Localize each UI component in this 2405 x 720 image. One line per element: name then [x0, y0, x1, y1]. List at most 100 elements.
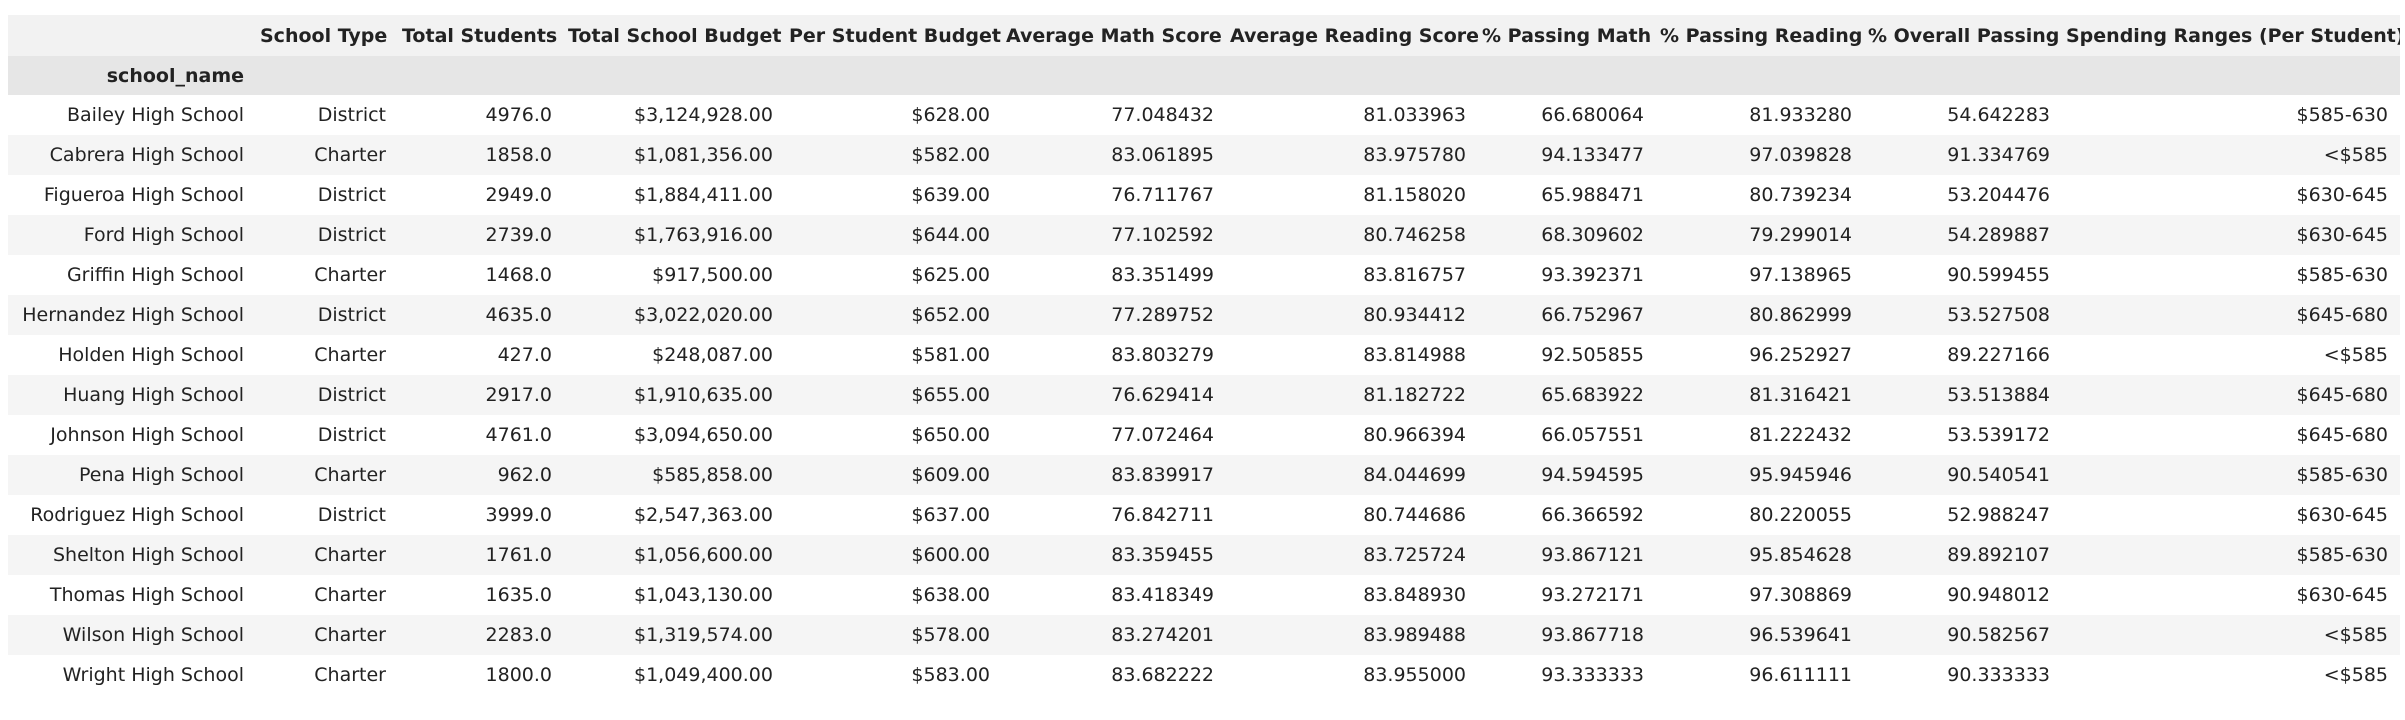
table-cell: $3,124,928.00: [633, 104, 773, 126]
table-cell: 83.359455: [1111, 544, 1214, 566]
table-cell: Charter: [314, 464, 386, 486]
table-cell: 96.252927: [1749, 344, 1852, 366]
row-label: Pena High School: [79, 464, 244, 486]
table-cell: 66.752967: [1541, 304, 1644, 326]
table-cell: 80.966394: [1363, 424, 1466, 446]
table-cell: Charter: [314, 664, 386, 686]
row-label: Huang High School: [63, 384, 244, 406]
table-cell: 3999.0: [485, 504, 552, 526]
table-cell: Charter: [314, 544, 386, 566]
column-header: Total Students: [402, 24, 558, 47]
table-cell: 52.988247: [1947, 504, 2050, 526]
empty-header: [256, 56, 398, 95]
table-cell: $645-680: [2296, 384, 2388, 406]
table-cell: 66.366592: [1541, 504, 1644, 526]
table-cell: Charter: [314, 264, 386, 286]
table-cell: 93.272171: [1541, 584, 1644, 606]
column-header: Per Student Budget: [789, 24, 1001, 47]
table-cell: <$585: [2323, 344, 2388, 366]
table-cell: 962.0: [497, 464, 552, 486]
table-cell: $3,094,650.00: [633, 424, 773, 446]
table-cell: 80.862999: [1749, 304, 1852, 326]
table-cell: $645-680: [2296, 424, 2388, 446]
table-cell: 1761.0: [485, 544, 552, 566]
table-cell: $650.00: [911, 424, 990, 446]
table-cell: $585-630: [2296, 264, 2388, 286]
table-cell: 97.138965: [1749, 264, 1852, 286]
column-header: School Type: [260, 24, 388, 47]
table-cell: 92.505855: [1541, 344, 1644, 366]
table-cell: 81.933280: [1749, 104, 1852, 126]
table-row: Holden High School Charter 427.0 $248,087.0…: [8, 335, 2400, 375]
table-cell: $639.00: [911, 184, 990, 206]
table-cell: $1,056,600.00: [633, 544, 773, 566]
table-cell: 80.746258: [1363, 224, 1466, 246]
table-cell: 90.948012: [1947, 584, 2050, 606]
table-cell: 96.539641: [1749, 624, 1852, 646]
table-cell: 94.594595: [1541, 464, 1644, 486]
table-cell: 97.039828: [1749, 144, 1852, 166]
table-cell: 80.220055: [1749, 504, 1852, 526]
table-cell: 90.582567: [1947, 624, 2050, 646]
table-cell: 427.0: [497, 344, 552, 366]
table-cell: $609.00: [911, 464, 990, 486]
table-cell: $585-630: [2296, 104, 2388, 126]
index-name: school_name: [106, 64, 244, 87]
table-cell: District: [317, 224, 386, 246]
table-row: Shelton High School Charter 1761.0 $1,056,6…: [8, 535, 2400, 575]
table-row: Wilson High School Charter 2283.0 $1,319,57…: [8, 615, 2400, 655]
table-cell: 94.133477: [1541, 144, 1644, 166]
table-cell: $1,763,916.00: [633, 224, 773, 246]
table-row: Huang High School District 2917.0 $1,910,63…: [8, 375, 2400, 415]
row-label: Bailey High School: [67, 104, 244, 126]
table-cell: 65.988471: [1541, 184, 1644, 206]
table-cell: 84.044699: [1363, 464, 1466, 486]
table-cell: 83.418349: [1111, 584, 1214, 606]
table-cell: 77.289752: [1111, 304, 1214, 326]
table-cell: $630-645: [2296, 584, 2388, 606]
row-label: Ford High School: [83, 224, 244, 246]
table-cell: 90.333333: [1947, 664, 2050, 686]
table-cell: $1,910,635.00: [633, 384, 773, 406]
table-cell: $630-645: [2296, 184, 2388, 206]
row-label: Wilson High School: [62, 624, 244, 646]
empty-header: [1226, 56, 1478, 95]
table-cell: 81.158020: [1363, 184, 1466, 206]
table-cell: $652.00: [911, 304, 990, 326]
table-cell: 53.513884: [1947, 384, 2050, 406]
table-cell: <$585: [2323, 664, 2388, 686]
column-header: Spending Ranges (Per Student): [2066, 24, 2400, 47]
table-cell: 83.989488: [1363, 624, 1466, 646]
table-cell: 83.803279: [1111, 344, 1214, 366]
table-cell: 65.683922: [1541, 384, 1644, 406]
table-cell: $628.00: [911, 104, 990, 126]
table-cell: $917,500.00: [652, 264, 773, 286]
table-cell: 53.539172: [1947, 424, 2050, 446]
table-cell: 93.867718: [1541, 624, 1644, 646]
table-cell: 81.182722: [1363, 384, 1466, 406]
row-label: Shelton High School: [52, 544, 244, 566]
row-label: Thomas High School: [49, 584, 244, 606]
table-cell: 77.072464: [1111, 424, 1214, 446]
table-cell: Charter: [314, 584, 386, 606]
column-header: % Passing Math: [1482, 24, 1652, 47]
table-cell: 76.842711: [1111, 504, 1214, 526]
column-header: % Passing Reading: [1660, 24, 1863, 47]
table-cell: $630-645: [2296, 504, 2388, 526]
table-row: Griffin High School Charter 1468.0 $917,500…: [8, 255, 2400, 295]
table-cell: 80.934412: [1363, 304, 1466, 326]
table-cell: 93.333333: [1541, 664, 1644, 686]
column-header: % Overall Passing: [1868, 24, 2060, 47]
table-row: Hernandez High School District 4635.0 $3,02…: [8, 295, 2400, 335]
table-cell: 81.033963: [1363, 104, 1466, 126]
table-row: Cabrera High School Charter 1858.0 $1,081,3…: [8, 135, 2400, 175]
column-header: Average Reading Score: [1230, 24, 1478, 47]
table-cell: District: [317, 384, 386, 406]
table-cell: $644.00: [911, 224, 990, 246]
table-cell: 53.527508: [1947, 304, 2050, 326]
table-cell: District: [317, 504, 386, 526]
table-cell: 83.351499: [1111, 264, 1214, 286]
table-row: Figueroa High School District 2949.0 $1,884…: [8, 175, 2400, 215]
index-name-row: school_name: [8, 56, 2400, 95]
table-cell: 76.629414: [1111, 384, 1214, 406]
